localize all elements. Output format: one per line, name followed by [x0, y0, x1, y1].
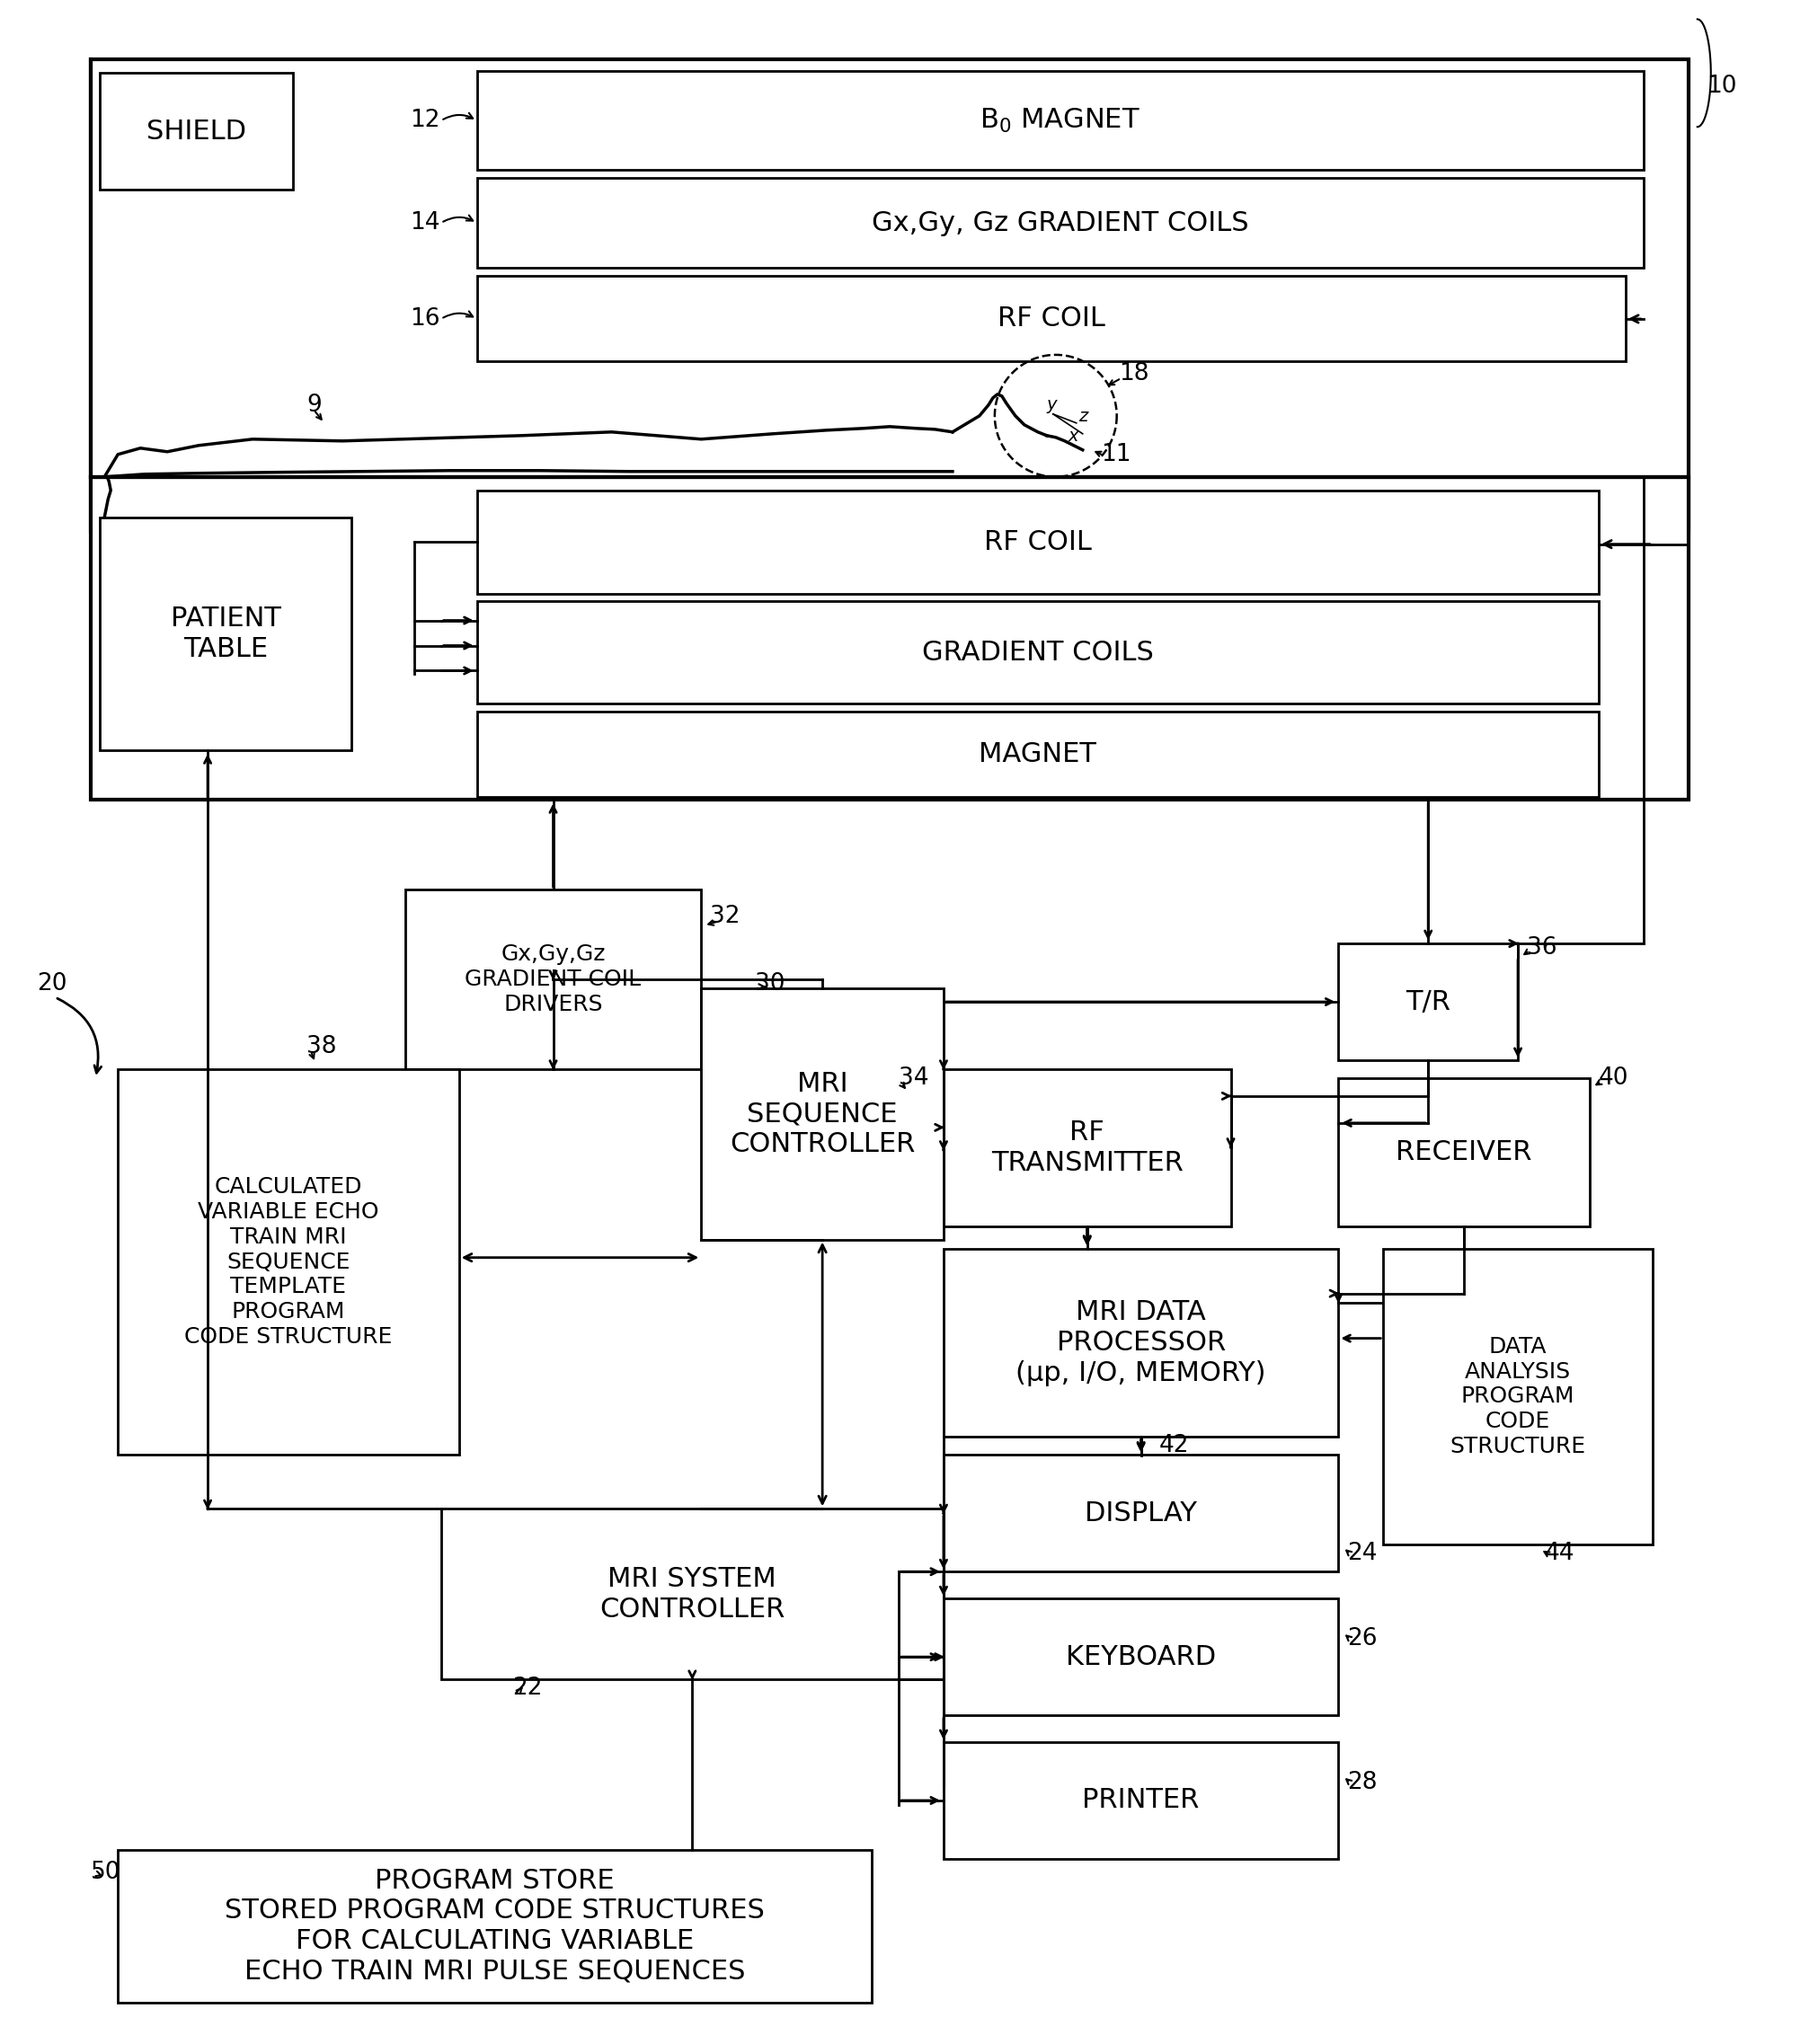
FancyBboxPatch shape [1338, 1077, 1589, 1226]
Text: MRI DATA
PROCESSOR
(μp, I/O, MEMORY): MRI DATA PROCESSOR (μp, I/O, MEMORY) [1016, 1300, 1265, 1386]
Text: 50: 50 [91, 1860, 122, 1885]
Text: GRADIENT COILS: GRADIENT COILS [922, 640, 1154, 664]
Text: 18: 18 [1118, 362, 1149, 386]
FancyBboxPatch shape [702, 989, 944, 1239]
Text: 28: 28 [1347, 1770, 1378, 1795]
FancyBboxPatch shape [476, 601, 1598, 703]
Text: PRINTER: PRINTER [1082, 1786, 1200, 1813]
FancyBboxPatch shape [476, 491, 1598, 593]
Text: KEYBOARD: KEYBOARD [1065, 1643, 1216, 1670]
FancyBboxPatch shape [118, 1069, 458, 1455]
Text: 42: 42 [1158, 1435, 1189, 1457]
FancyBboxPatch shape [118, 1850, 873, 2003]
Text: CALCULATED
VARIABLE ECHO
TRAIN MRI
SEQUENCE
TEMPLATE
PROGRAM
CODE STRUCTURE: CALCULATED VARIABLE ECHO TRAIN MRI SEQUE… [184, 1177, 393, 1347]
FancyBboxPatch shape [91, 476, 1689, 799]
FancyBboxPatch shape [944, 1598, 1338, 1715]
Text: SHIELD: SHIELD [147, 119, 245, 145]
Text: MAGNET: MAGNET [978, 742, 1096, 769]
Text: PATIENT
TABLE: PATIENT TABLE [171, 605, 280, 662]
Text: RECEIVER: RECEIVER [1396, 1139, 1533, 1165]
Text: 11: 11 [1100, 444, 1131, 466]
FancyBboxPatch shape [944, 1741, 1338, 1858]
Text: B$_0$ MAGNET: B$_0$ MAGNET [980, 106, 1140, 135]
Text: RF COIL: RF COIL [998, 305, 1105, 331]
Text: 24: 24 [1347, 1541, 1378, 1566]
FancyBboxPatch shape [1383, 1249, 1653, 1545]
Text: 36: 36 [1527, 936, 1556, 959]
Text: y: y [1045, 397, 1056, 413]
Text: x: x [1069, 427, 1078, 444]
FancyBboxPatch shape [944, 1069, 1231, 1226]
Text: 12: 12 [409, 108, 440, 133]
Text: 32: 32 [711, 905, 740, 928]
Text: z: z [1078, 407, 1087, 425]
Text: Gx,Gy, Gz GRADIENT COILS: Gx,Gy, Gz GRADIENT COILS [871, 211, 1249, 235]
Text: RF
TRANSMITTER: RF TRANSMITTER [991, 1120, 1184, 1175]
Text: PROGRAM STORE
STORED PROGRAM CODE STRUCTURES
FOR CALCULATING VARIABLE
ECHO TRAIN: PROGRAM STORE STORED PROGRAM CODE STRUCT… [225, 1868, 765, 1985]
Text: 34: 34 [898, 1067, 929, 1089]
FancyBboxPatch shape [1338, 944, 1518, 1061]
Text: DISPLAY: DISPLAY [1085, 1500, 1196, 1527]
FancyBboxPatch shape [91, 59, 1689, 531]
FancyBboxPatch shape [944, 1455, 1338, 1572]
FancyBboxPatch shape [944, 1249, 1338, 1437]
Text: 9: 9 [307, 392, 322, 417]
Text: 26: 26 [1347, 1627, 1378, 1652]
Text: MRI SYSTEM
CONTROLLER: MRI SYSTEM CONTROLLER [600, 1566, 785, 1623]
Text: 30: 30 [754, 973, 785, 995]
FancyBboxPatch shape [476, 276, 1625, 362]
Text: 14: 14 [409, 211, 440, 235]
Text: 20: 20 [36, 973, 67, 995]
Text: 40: 40 [1598, 1067, 1629, 1089]
Text: 44: 44 [1545, 1541, 1574, 1566]
FancyBboxPatch shape [100, 517, 351, 750]
Text: 16: 16 [409, 307, 440, 331]
Text: DATA
ANALYSIS
PROGRAM
CODE
STRUCTURE: DATA ANALYSIS PROGRAM CODE STRUCTURE [1451, 1337, 1585, 1457]
Text: MRI
SEQUENCE
CONTROLLER: MRI SEQUENCE CONTROLLER [729, 1071, 914, 1157]
Text: 38: 38 [307, 1034, 336, 1059]
FancyBboxPatch shape [442, 1508, 944, 1680]
Text: T/R: T/R [1405, 989, 1451, 1014]
Text: RF COIL: RF COIL [984, 529, 1091, 554]
FancyBboxPatch shape [476, 711, 1598, 797]
FancyBboxPatch shape [405, 889, 702, 1069]
FancyBboxPatch shape [100, 74, 293, 190]
FancyBboxPatch shape [476, 72, 1643, 170]
Text: 10: 10 [1707, 76, 1736, 98]
Text: Gx,Gy,Gz
GRADIENT COIL
DRIVERS: Gx,Gy,Gz GRADIENT COIL DRIVERS [465, 944, 642, 1016]
FancyBboxPatch shape [476, 178, 1643, 268]
Text: 22: 22 [513, 1676, 544, 1701]
